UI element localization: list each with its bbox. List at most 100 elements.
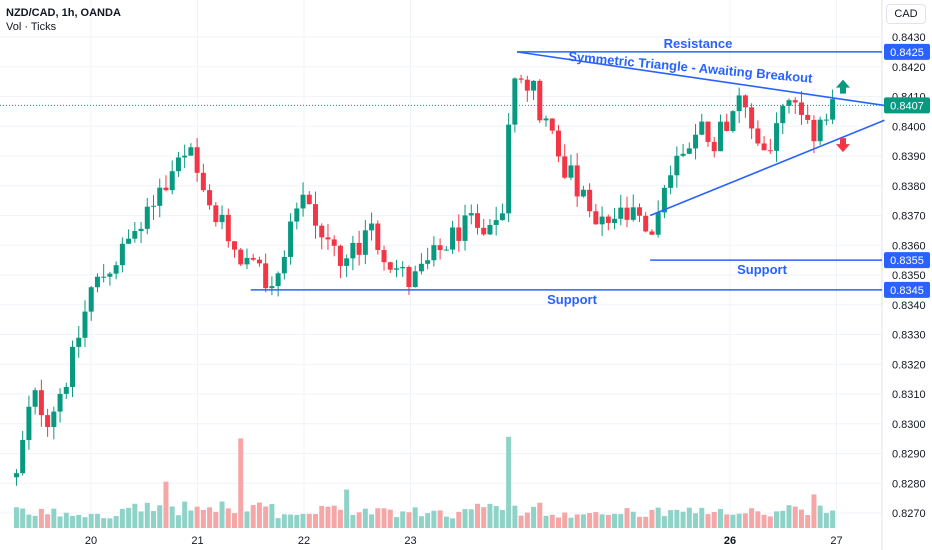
candle-body [182, 155, 188, 158]
price-tick-label: 0.8340 [892, 300, 926, 312]
volume-bar [574, 514, 580, 528]
volume-bar [113, 515, 119, 528]
candle-body [344, 258, 350, 266]
candle-body [587, 189, 593, 212]
candle-body [817, 119, 823, 142]
candle-body [82, 311, 88, 338]
candle-body [331, 239, 337, 246]
candle-body [101, 276, 107, 278]
candle-body [761, 143, 767, 151]
candle-body [823, 119, 829, 121]
candle-body [518, 78, 524, 80]
candle-body [792, 100, 798, 103]
volume-bar [711, 511, 717, 528]
volume-bar [481, 507, 487, 528]
volume-bar [387, 509, 393, 528]
candle-body [711, 141, 717, 152]
candle-body [319, 225, 325, 238]
volume-bar [319, 505, 325, 528]
candle-body [275, 273, 281, 287]
candle-body [599, 216, 605, 225]
volume-bar [32, 515, 38, 528]
candle-body [612, 218, 618, 223]
volume-bar [767, 516, 773, 528]
volume-bar [805, 515, 811, 528]
level-price-tag [884, 281, 930, 298]
volume-bar [555, 517, 561, 528]
price-tick-label: 0.8380 [892, 181, 926, 193]
candle-body [618, 207, 624, 219]
candle-body [649, 231, 655, 235]
volume-bar [437, 510, 443, 528]
candle-body [406, 266, 412, 288]
price-tick-label: 0.8430 [892, 32, 926, 44]
volume-bar [63, 512, 69, 528]
price-tick-label: 0.8320 [892, 359, 926, 371]
volume-bar [674, 509, 680, 528]
volume-bar [151, 511, 157, 528]
volume-bar [450, 518, 456, 528]
candle-body [63, 386, 69, 394]
volume-bar [798, 509, 804, 528]
volume-bar [823, 512, 829, 528]
volume-bar [443, 516, 449, 528]
candle-body [605, 216, 611, 223]
time-tick-label: 26 [724, 535, 736, 547]
volume-bar [107, 518, 113, 528]
volume-bar [749, 508, 755, 528]
level-price-tag [884, 43, 930, 60]
candle-body [232, 241, 238, 250]
candle-body [256, 259, 262, 264]
volume-bar [474, 503, 480, 528]
candle-body [45, 415, 51, 428]
volume-bar [300, 513, 306, 528]
volume-bar [649, 509, 655, 528]
volume-bar [400, 511, 406, 528]
volume-bar [256, 502, 262, 528]
volume-bar [200, 509, 206, 528]
candle-body [661, 187, 667, 213]
candle-body [412, 271, 418, 288]
candle-body [375, 223, 381, 251]
volume-bar [57, 516, 63, 528]
volume-bar [375, 508, 381, 528]
candle-body [456, 227, 462, 241]
volume-bar [761, 514, 767, 528]
volume-bar [730, 514, 736, 528]
candle-body [20, 440, 26, 474]
price-tick-label: 0.8310 [892, 389, 926, 401]
volume-bar [493, 506, 499, 528]
volume-bar [70, 515, 76, 528]
volume-bar [543, 515, 549, 528]
candle-body [313, 204, 319, 226]
candle-body [624, 207, 630, 220]
candle-body [219, 214, 225, 223]
candle-body [749, 107, 755, 129]
volume-bar [393, 517, 399, 528]
time-tick-label: 23 [404, 535, 416, 547]
volume-bar [244, 511, 250, 528]
candle-body [574, 165, 580, 197]
volume-bar [774, 511, 780, 528]
currency-button[interactable]: CAD [886, 4, 926, 24]
volume-bar [238, 438, 244, 528]
volume-bar [157, 505, 163, 528]
candle-body [238, 249, 244, 265]
volume-bar [618, 514, 624, 528]
volume-bar [468, 509, 474, 528]
volume-bar [811, 494, 817, 528]
volume-bar [362, 508, 368, 528]
candle-body [730, 111, 736, 132]
volume-bar [537, 502, 543, 528]
candle-body [693, 134, 699, 149]
volume-bar [512, 505, 518, 528]
candle-body [26, 406, 32, 441]
candle-body [437, 245, 443, 251]
candle-body [76, 337, 82, 347]
candle-body [774, 123, 780, 151]
candle-body [281, 256, 287, 274]
volume-bar [381, 508, 387, 528]
volume-bar [412, 507, 418, 528]
